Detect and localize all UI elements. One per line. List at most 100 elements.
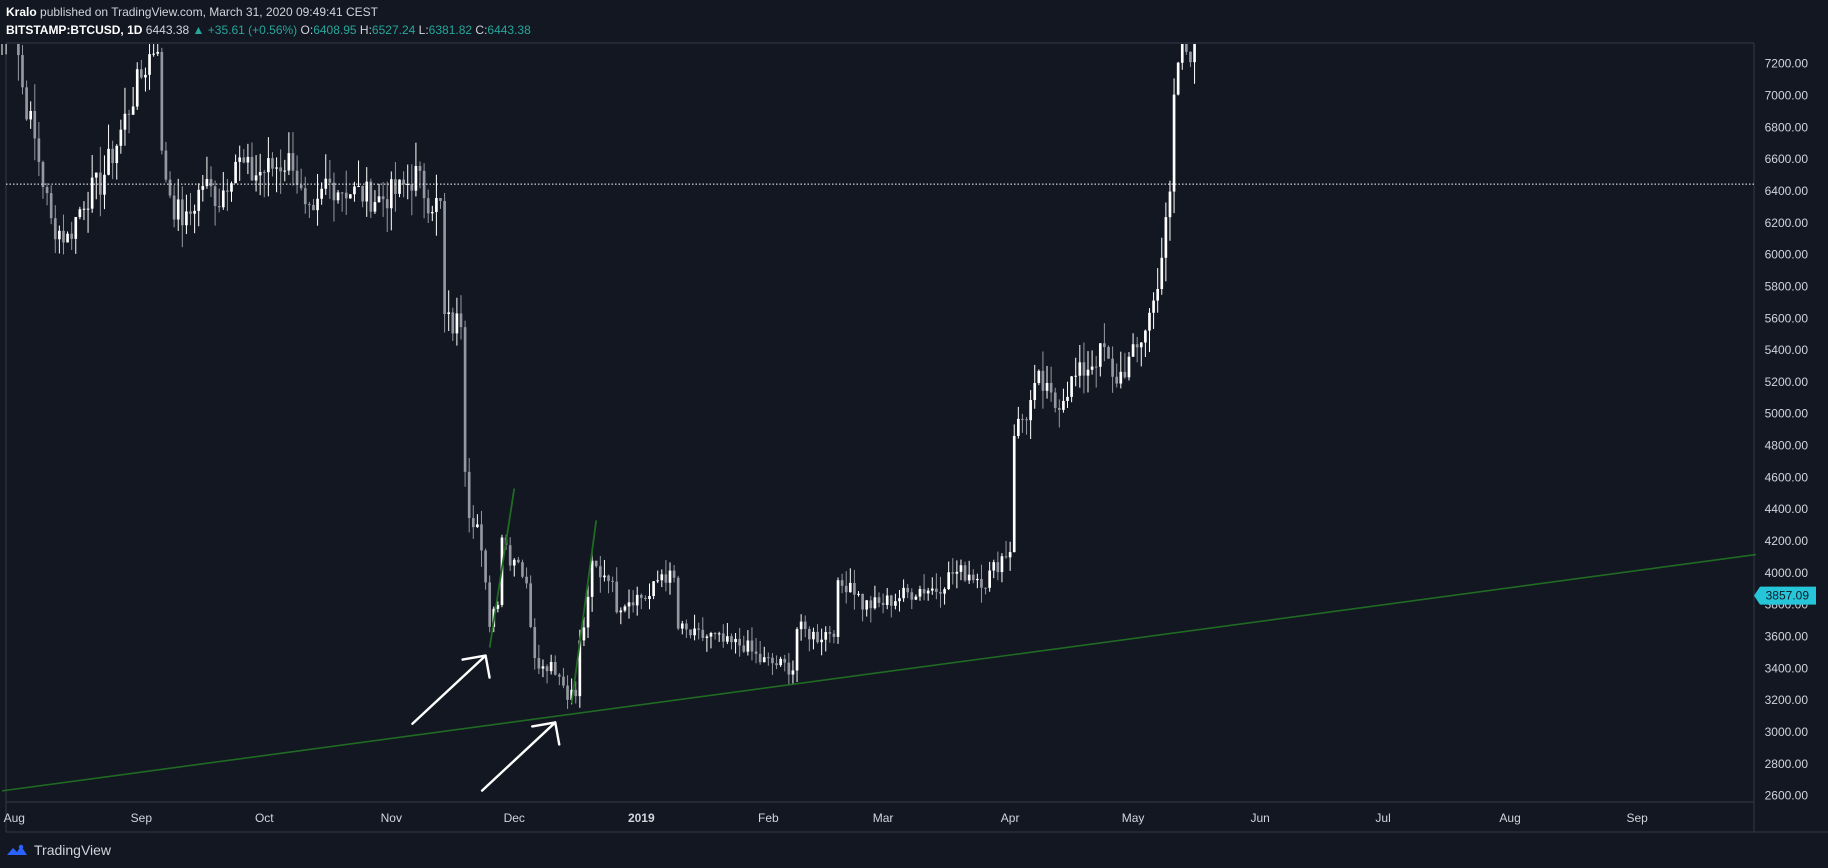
candle-body xyxy=(873,597,877,609)
candle-body xyxy=(1107,347,1110,359)
candle-body xyxy=(750,640,754,652)
candle-body xyxy=(1193,44,1196,63)
candlestick-series xyxy=(1,44,1196,709)
candle-body xyxy=(217,206,221,208)
candle-body xyxy=(738,638,741,646)
candle-body xyxy=(689,629,692,636)
candle-body xyxy=(984,587,987,589)
candle-body xyxy=(78,209,82,218)
candle-body xyxy=(94,172,98,178)
candle-body xyxy=(111,148,114,164)
candle-body xyxy=(467,471,471,519)
candle-body xyxy=(799,621,803,630)
candle-body xyxy=(459,313,463,328)
candle-body xyxy=(1021,418,1024,420)
candle-body xyxy=(246,156,250,163)
candle-body xyxy=(922,589,926,594)
candle-body xyxy=(176,199,180,220)
candle-body xyxy=(262,172,266,174)
candle-body xyxy=(517,559,520,563)
time-tick-label: Nov xyxy=(381,811,402,825)
candle-body xyxy=(385,199,389,209)
candle-body xyxy=(582,627,586,641)
drawings-layer xyxy=(1,183,1757,792)
time-tick-label: Jun xyxy=(1250,811,1269,825)
low-label: L: xyxy=(418,23,429,37)
candle-body xyxy=(988,570,991,588)
candle-body xyxy=(369,181,373,212)
candle-body xyxy=(1180,44,1184,63)
candle-body xyxy=(627,602,631,607)
candle-body xyxy=(476,524,479,528)
candle-body xyxy=(529,583,532,628)
candle-body xyxy=(758,653,762,663)
candle-body xyxy=(910,592,914,600)
candle-body xyxy=(894,601,897,606)
candle-body xyxy=(1049,382,1053,393)
symbol-label[interactable]: BITSTAMP:BTCUSD, 1D xyxy=(6,23,143,37)
candle-body xyxy=(394,179,397,194)
publication-info: published on TradingView.com, March 31, … xyxy=(36,5,379,19)
candle-body xyxy=(1152,300,1155,313)
candle-body xyxy=(779,658,782,666)
candle-body xyxy=(1176,62,1180,95)
candle-body xyxy=(1164,217,1168,258)
candle-body xyxy=(439,197,442,201)
candle-body xyxy=(648,596,651,599)
price-tick-label: 6400.00 xyxy=(1765,184,1809,198)
footer-brand[interactable]: TradingView xyxy=(34,842,112,858)
candle-body xyxy=(435,197,438,213)
candle-body xyxy=(680,623,684,629)
candle-body xyxy=(295,170,299,185)
open-value: 6408.95 xyxy=(313,23,357,37)
candle-body xyxy=(471,518,475,528)
candle-body xyxy=(82,208,86,210)
price-tick-label: 5000.00 xyxy=(1765,407,1809,421)
price-tick-label: 7200.00 xyxy=(1765,57,1809,71)
candle-body xyxy=(328,178,332,183)
candle-body xyxy=(836,580,840,637)
candle-body xyxy=(1094,366,1098,368)
candle-body xyxy=(373,202,377,212)
tradingview-logo-icon[interactable] xyxy=(6,843,28,857)
candle-body xyxy=(312,204,315,211)
candle-body xyxy=(713,633,717,635)
candle-body xyxy=(1115,376,1119,384)
candle-body xyxy=(308,204,311,206)
candle-body xyxy=(795,629,799,671)
close-label: C: xyxy=(475,23,488,37)
price-tick-label: 4600.00 xyxy=(1765,470,1809,484)
candle-body xyxy=(1004,556,1008,558)
candle-body xyxy=(66,233,69,243)
candle-body xyxy=(336,192,340,201)
candle-body xyxy=(861,593,864,610)
price-tick-label: 4800.00 xyxy=(1765,439,1809,453)
candle-body xyxy=(980,578,983,588)
candle-body xyxy=(1078,362,1082,376)
candle-body xyxy=(1103,343,1106,348)
author-name[interactable]: Kralo xyxy=(6,5,37,19)
candle-body xyxy=(959,565,963,572)
candle-body xyxy=(590,560,594,597)
price-tick-label: 5200.00 xyxy=(1765,375,1809,389)
candle-body xyxy=(140,69,143,78)
candle-body xyxy=(865,600,869,610)
candle-body xyxy=(1131,344,1135,357)
candle-body xyxy=(963,565,967,581)
candle-body xyxy=(762,657,766,663)
arrow-shaft xyxy=(411,654,487,725)
time-tick-label: Aug xyxy=(1499,811,1520,825)
candle-body xyxy=(168,179,172,196)
price-tick-label: 2600.00 xyxy=(1765,789,1809,803)
candle-body xyxy=(430,212,434,214)
candle-body xyxy=(320,188,323,199)
candle-body xyxy=(21,55,24,88)
candle-body xyxy=(767,657,770,659)
time-tick-label: Sep xyxy=(1626,811,1648,825)
publication-header: Kralo published on TradingView.com, Marc… xyxy=(6,3,378,21)
candle-body xyxy=(611,580,614,582)
candle-body xyxy=(283,170,287,172)
price-tick-label: 3000.00 xyxy=(1765,725,1809,739)
candle-body xyxy=(1156,289,1160,301)
